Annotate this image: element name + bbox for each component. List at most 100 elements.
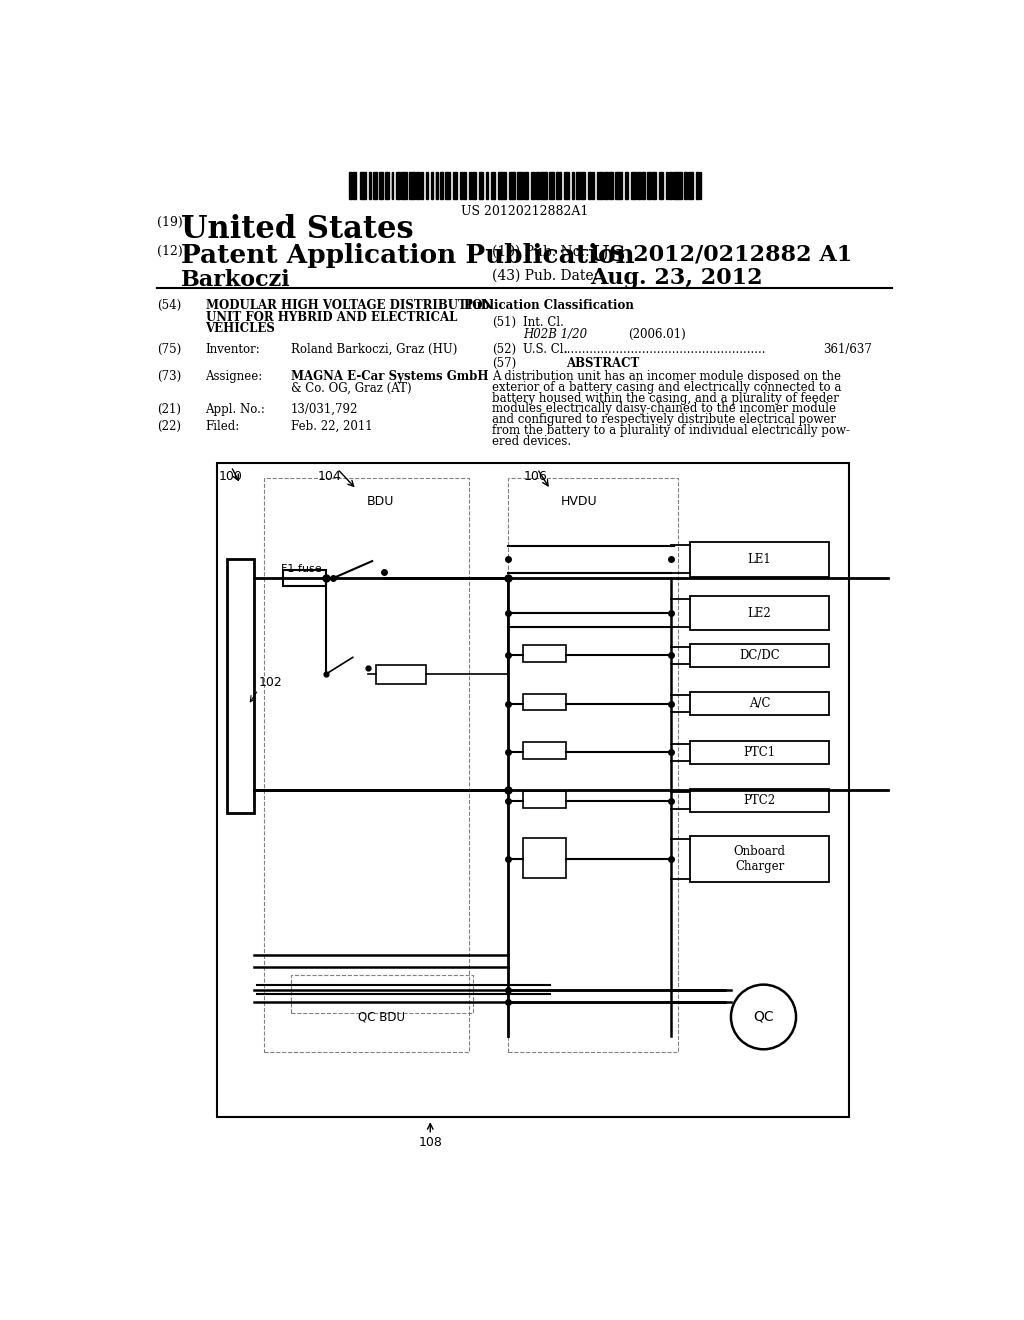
Bar [505,172,506,199]
Bar [608,172,611,199]
Bar [670,172,671,199]
Text: 108: 108 [419,1137,442,1150]
Bar [638,172,641,199]
Text: (51): (51) [493,317,516,329]
Bar [567,172,569,199]
Bar [523,742,566,759]
Bar [526,172,528,199]
Bar [362,172,366,199]
Bar [523,791,566,808]
Bar [517,172,520,199]
Bar [381,172,383,199]
Bar [549,172,552,199]
Text: ABSTRACT: ABSTRACT [565,358,639,370]
Bar [379,172,381,199]
Bar [374,172,377,199]
Bar [647,172,649,199]
Text: 106: 106 [523,470,547,483]
Bar [508,478,678,1052]
Text: QC: QC [754,1010,774,1024]
Bar [690,172,693,199]
Text: VEHICLES: VEHICLES [206,322,275,335]
Text: MAGNA E-Car Systems GmbH: MAGNA E-Car Systems GmbH [291,370,488,383]
Text: 104: 104 [317,470,342,483]
Bar [523,838,566,878]
Bar [677,172,680,199]
Text: A/C: A/C [749,697,770,710]
Bar [632,172,635,199]
Bar [227,558,254,813]
Bar [445,172,446,199]
Text: exterior of a battery casing and electrically connected to a: exterior of a battery casing and electri… [493,381,842,393]
Bar [509,172,512,199]
Text: modules electrically daisy-chained to the incomer module: modules electrically daisy-chained to th… [493,403,837,416]
Bar [401,172,404,199]
Text: (57): (57) [493,358,516,370]
Bar [500,172,501,199]
Bar [412,172,415,199]
Text: HVDU: HVDU [560,495,597,508]
Bar [523,645,566,663]
Bar [370,172,371,199]
Bar [426,172,427,199]
Bar [486,172,488,199]
Text: battery housed within the casing, and a plurality of feeder: battery housed within the casing, and a … [493,392,839,405]
Bar [440,172,442,199]
Text: Assignee:: Assignee: [206,370,263,383]
Bar [558,172,561,199]
Bar [671,172,672,199]
Text: DC/DC: DC/DC [739,648,780,661]
Text: US 2012/0212882 A1: US 2012/0212882 A1 [590,243,852,265]
Bar [680,172,682,199]
Text: H02B 1/20: H02B 1/20 [523,327,588,341]
Text: ered devices.: ered devices. [493,434,571,447]
Bar [404,172,408,199]
Bar [349,172,352,199]
Bar [660,172,664,199]
Bar [690,595,829,631]
Bar [541,172,544,199]
Bar [688,172,690,199]
Text: 100: 100 [219,470,243,483]
Text: Roland Barkoczi, Graz (HU): Roland Barkoczi, Graz (HU) [291,343,457,356]
Bar [600,172,603,199]
Text: (54): (54) [158,300,181,313]
Bar [690,789,829,812]
Bar [611,172,613,199]
Text: Barkoczi: Barkoczi [180,268,291,290]
Text: (73): (73) [158,370,181,383]
Bar [534,172,535,199]
Text: Filed:: Filed: [206,420,240,433]
Bar [464,172,466,199]
Text: (43) Pub. Date:: (43) Pub. Date: [493,268,598,282]
Text: (22): (22) [158,420,181,433]
Text: Patent Application Publication: Patent Application Publication [180,243,635,268]
Bar [453,172,456,199]
Bar [354,172,356,199]
Bar [531,172,534,199]
Bar [667,172,668,199]
Bar [635,172,636,199]
Bar [544,172,547,199]
Bar [564,172,567,199]
Text: ......................................................: ........................................… [563,343,766,356]
Text: (12): (12) [158,244,183,257]
Text: F1 fuse: F1 fuse [281,564,322,574]
Bar [396,172,399,199]
Bar [417,172,420,199]
Text: Inventor:: Inventor: [206,343,260,356]
Bar [690,644,829,667]
Bar [618,172,622,199]
Text: Feb. 22, 2011: Feb. 22, 2011 [291,420,373,433]
Bar [520,172,523,199]
Bar [690,692,829,715]
Bar [690,741,829,763]
Text: & Co. OG, Graz (AT): & Co. OG, Graz (AT) [291,381,412,395]
Text: 102: 102 [258,676,282,689]
Bar [473,172,476,199]
Text: MODULAR HIGH VOLTAGE DISTRIBUTION: MODULAR HIGH VOLTAGE DISTRIBUTION [206,300,493,313]
Bar [579,172,580,199]
Bar [376,665,426,684]
Bar [690,836,829,882]
Text: from the battery to a plurality of individual electrically pow-: from the battery to a plurality of indiv… [493,424,850,437]
